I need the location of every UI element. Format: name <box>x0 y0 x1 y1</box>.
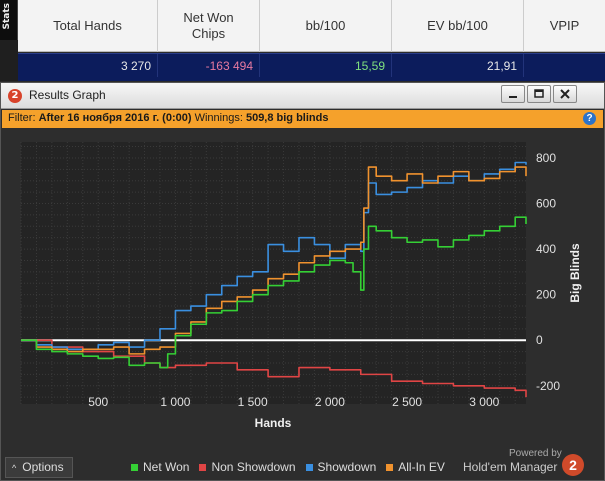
stats-tab-label: Stats <box>2 3 12 30</box>
column-header-bb100[interactable]: bb/100 <box>260 0 392 52</box>
options-button[interactable]: ^ Options <box>5 457 73 478</box>
winnings-label: Winnings: <box>194 112 243 124</box>
y-tick-label: 800 <box>536 151 556 165</box>
filter-text: Filter: After 16 ноября 2016 г. (0:00) W… <box>8 112 328 124</box>
column-header-vpip[interactable]: VPIP <box>549 18 580 33</box>
cell-ev-bb100: 21,91 <box>392 54 524 78</box>
y-tick-label: 400 <box>536 242 556 256</box>
legend-swatch <box>131 463 138 471</box>
filter-prefix: Filter: <box>8 112 36 124</box>
close-icon <box>560 89 570 99</box>
y-axis-label: Big Blinds <box>568 243 582 303</box>
results-chart: 500 1 000 1 500 2 000 2 500 3 000 -200 0 200 400… <box>20 142 582 430</box>
x-tick-label: 2 000 <box>315 395 345 409</box>
maximize-icon <box>534 89 544 98</box>
chevron-up-icon: ^ <box>12 463 17 473</box>
series-line-showdown <box>21 161 527 351</box>
minimize-button[interactable] <box>501 85 525 103</box>
column-header-ev-bb100[interactable]: EV bb/100 <box>392 0 524 52</box>
stats-table-header: Total Hands Net Won Chips bb/100 EV bb/1… <box>18 0 605 52</box>
options-label: Options <box>22 460 64 474</box>
window-titlebar[interactable]: 2 Results Graph <box>1 83 604 109</box>
chart-series <box>21 161 527 398</box>
cell-bb100: 15,59 <box>260 54 392 78</box>
graph-footer: ^ Options Net Won Non Showdown Showdown A… <box>1 448 604 481</box>
close-button[interactable] <box>553 85 577 103</box>
cell-vpip <box>524 54 605 78</box>
stats-row-spacer <box>18 77 605 81</box>
stats-table-row[interactable]: 3 270 -163 494 15,59 21,91 <box>18 53 605 78</box>
stats-side-panel <box>0 40 18 81</box>
legend-item-net-won[interactable]: Net Won <box>131 460 189 474</box>
app-logo-icon: 2 <box>8 89 22 103</box>
chart-grid <box>20 142 526 404</box>
results-graph-window: 2 Results Graph Filter: After 16 ноября … <box>0 82 605 481</box>
legend-item-non-showdown[interactable]: Non Showdown <box>199 460 296 474</box>
y-tick-label: 200 <box>536 288 556 302</box>
column-header-net-won-chips[interactable]: Net Won Chips <box>158 0 260 52</box>
legend-swatch <box>386 463 394 471</box>
series-line-non-showdown <box>21 339 527 398</box>
minimize-icon <box>509 96 517 98</box>
winnings-value: 509,8 big blinds <box>245 112 329 124</box>
legend-item-showdown[interactable]: Showdown <box>305 460 376 474</box>
y-tick-label: 600 <box>536 197 556 211</box>
y-axis-ticks: -200 0 200 400 600 800 <box>536 151 560 393</box>
series-line-all-in-ev <box>21 166 527 355</box>
brand-logo-icon: 2 <box>562 454 584 476</box>
plot-area <box>21 142 526 404</box>
x-tick-label: 3 000 <box>469 395 499 409</box>
x-tick-label: 500 <box>88 395 108 409</box>
brand-name: Hold'em Manager <box>463 460 558 474</box>
legend-swatch <box>199 463 207 471</box>
filter-bar[interactable]: Filter: After 16 ноября 2016 г. (0:00) W… <box>2 110 603 128</box>
filter-value: After 16 ноября 2016 г. (0:00) <box>38 112 192 124</box>
maximize-button[interactable] <box>527 85 551 103</box>
help-icon[interactable]: ? <box>583 112 596 125</box>
x-tick-label: 1 000 <box>160 395 190 409</box>
series-line-net-won <box>21 216 527 369</box>
x-tick-label: 1 500 <box>238 395 268 409</box>
cell-net-won-chips: -163 494 <box>158 54 260 78</box>
chart-legend: Net Won Non Showdown Showdown All-In EV <box>131 460 445 474</box>
stats-side-tab[interactable]: Stats <box>0 0 18 40</box>
y-tick-label: -200 <box>536 379 560 393</box>
legend-swatch <box>305 463 313 471</box>
x-axis-label: Hands <box>255 416 292 430</box>
cell-total-hands: 3 270 <box>18 54 158 78</box>
column-header-total-hands[interactable]: Total Hands <box>18 0 158 52</box>
x-axis-ticks: 500 1 000 1 500 2 000 2 500 3 000 <box>88 395 499 409</box>
legend-item-all-in-ev[interactable]: All-In EV <box>386 460 445 474</box>
window-title: Results Graph <box>29 88 106 102</box>
y-tick-label: 0 <box>536 333 543 347</box>
powered-by-text: Powered by <box>509 448 562 459</box>
x-tick-label: 2 500 <box>392 395 422 409</box>
